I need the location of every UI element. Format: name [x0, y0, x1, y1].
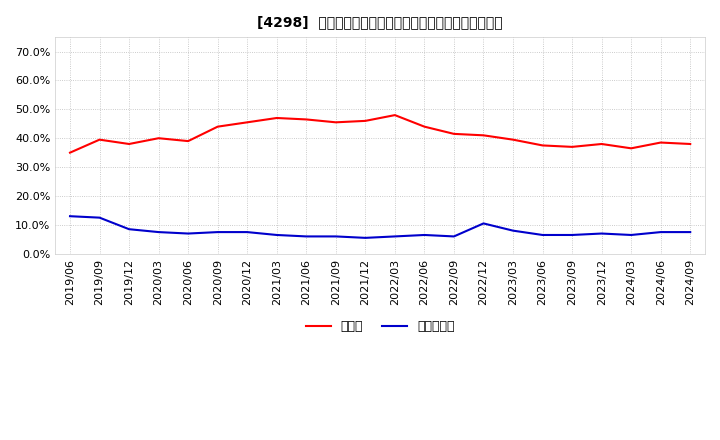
- 現預金: [361, 118, 369, 124]
- 有利子負債: [686, 229, 695, 235]
- 有利子負債: [509, 228, 518, 233]
- 有利子負債: [539, 232, 547, 238]
- 有利子負債: [598, 231, 606, 236]
- 有利子負債: [568, 232, 577, 238]
- 現預金: [331, 120, 340, 125]
- 有利子負債: [184, 231, 192, 236]
- 現預金: [686, 141, 695, 147]
- 現預金: [243, 120, 251, 125]
- 有利子負債: [657, 229, 665, 235]
- Line: 現預金: 現預金: [70, 115, 690, 153]
- 現預金: [568, 144, 577, 150]
- 有利子負債: [125, 227, 133, 232]
- 現預金: [66, 150, 74, 155]
- Legend: 現預金, 有利子負債: 現預金, 有利子負債: [301, 315, 459, 338]
- 有利子負債: [272, 232, 281, 238]
- 現預金: [627, 146, 636, 151]
- 現預金: [539, 143, 547, 148]
- 現預金: [598, 141, 606, 147]
- 現預金: [95, 137, 104, 142]
- 有利子負債: [213, 229, 222, 235]
- 現預金: [184, 139, 192, 144]
- 現預金: [302, 117, 310, 122]
- 有利子負債: [154, 229, 163, 235]
- 現預金: [509, 137, 518, 142]
- 現預金: [657, 140, 665, 145]
- 有利子負債: [95, 215, 104, 220]
- 現預金: [213, 124, 222, 129]
- 現預金: [125, 141, 133, 147]
- Line: 有利子負債: 有利子負債: [70, 216, 690, 238]
- 現預金: [420, 124, 428, 129]
- 現預金: [390, 113, 399, 118]
- 有利子負債: [302, 234, 310, 239]
- 現預金: [449, 131, 458, 136]
- 有利子負債: [66, 213, 74, 219]
- 有利子負債: [361, 235, 369, 241]
- 有利子負債: [480, 221, 488, 226]
- 現預金: [480, 133, 488, 138]
- 有利子負債: [627, 232, 636, 238]
- 現預金: [154, 136, 163, 141]
- 現預金: [272, 115, 281, 121]
- 有利子負債: [420, 232, 428, 238]
- 有利子負債: [390, 234, 399, 239]
- Title: [4298]  現預金、有利子負債の総資産に対する比率の推移: [4298] 現預金、有利子負債の総資産に対する比率の推移: [257, 15, 503, 29]
- 有利子負債: [331, 234, 340, 239]
- 有利子負債: [243, 229, 251, 235]
- 有利子負債: [449, 234, 458, 239]
